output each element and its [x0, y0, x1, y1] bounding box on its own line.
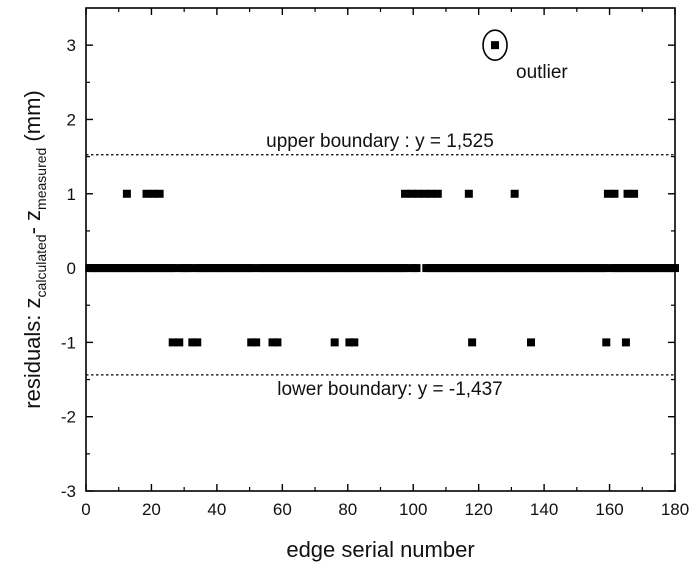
data-point [412, 264, 421, 273]
x-tick-label: 80 [338, 500, 357, 519]
x-tick-label: 60 [273, 500, 292, 519]
data-point [401, 189, 410, 198]
data-point [420, 189, 429, 198]
x-axis-title: edge serial number [286, 537, 474, 562]
data-point [603, 189, 612, 198]
data-point [350, 338, 359, 347]
data-point [433, 189, 442, 198]
data-point [671, 264, 679, 273]
data-point [330, 338, 339, 347]
data-point [268, 338, 277, 347]
outlier-annotation [482, 29, 508, 61]
y-tick-label: 3 [67, 36, 76, 55]
data-point [621, 338, 630, 347]
y-tick-label: -2 [61, 408, 76, 427]
upper-boundary-label: upper boundary : y = 1,525 [266, 131, 494, 152]
data-point [345, 338, 354, 347]
data-point [247, 338, 256, 347]
data-point [122, 189, 131, 198]
lower-boundary-label: lower boundary: y = -1,437 [277, 379, 503, 400]
data-point [188, 338, 197, 347]
data-point [168, 338, 177, 347]
data-point [427, 189, 436, 198]
x-tick-label: 180 [661, 500, 689, 519]
x-tick-label: 40 [207, 500, 226, 519]
data-point [464, 189, 473, 198]
plot-frame [85, 7, 676, 492]
data-point [623, 189, 632, 198]
y-tick-label: 1 [67, 185, 76, 204]
outlier-circle [482, 29, 508, 61]
data-point [602, 338, 611, 347]
x-tick-label: 120 [464, 500, 492, 519]
data-point [155, 189, 164, 198]
data-point [468, 338, 477, 347]
tick-labels: 0 20 40 60 80 100 120 140 160 180 -3 -2 -1 0 1 2 3 [61, 36, 689, 519]
data-point [273, 338, 282, 347]
data-point [248, 264, 257, 273]
data-point [193, 338, 202, 347]
data-point [602, 264, 611, 273]
data-point [414, 189, 423, 198]
x-tick-label: 0 [81, 500, 90, 519]
x-tick-label: 100 [399, 500, 427, 519]
y-axis-title-sub1: calculated [33, 234, 49, 297]
data-point [170, 264, 179, 273]
data-point [186, 264, 195, 273]
data-point [149, 189, 158, 198]
y-tick-label: 2 [67, 110, 76, 129]
data-point [175, 338, 184, 347]
y-tick-label: 0 [67, 259, 76, 278]
y-axis-title: residuals: zcalculated- zmeasured (mm) [20, 90, 49, 408]
data-point [630, 189, 639, 198]
data-point [402, 264, 411, 273]
y-axis-title-suffix: (mm) [20, 90, 45, 147]
x-tick-label: 140 [530, 500, 558, 519]
data-points [85, 41, 679, 347]
y-axis-title-sub2: measured [33, 148, 49, 210]
x-tick-label: 20 [142, 500, 161, 519]
data-point [491, 41, 500, 50]
boundary-lines [86, 154, 675, 376]
data-point [142, 189, 151, 198]
y-axis-title-prefix: residuals: z [20, 297, 45, 408]
outlier-label: outlier [516, 62, 568, 83]
data-point [527, 338, 536, 347]
y-tick-label: -3 [61, 482, 76, 501]
data-point [610, 189, 619, 198]
axis-ticks [85, 8, 676, 492]
data-point [407, 189, 416, 198]
y-axis-title-mid: - z [20, 210, 45, 234]
x-tick-label: 160 [595, 500, 623, 519]
data-point [510, 189, 519, 198]
data-point [252, 338, 261, 347]
y-tick-label: -1 [61, 333, 76, 352]
